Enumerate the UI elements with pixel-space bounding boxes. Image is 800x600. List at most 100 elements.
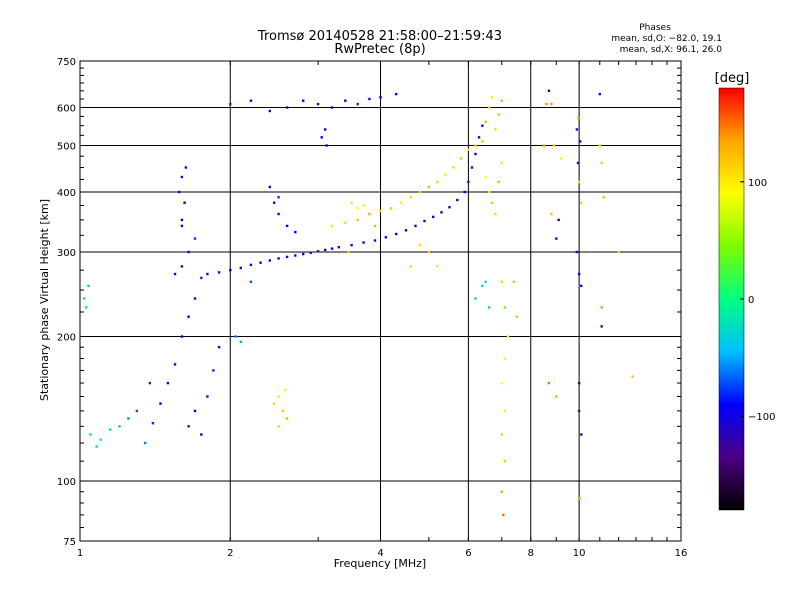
data-point-o-mode: [268, 185, 271, 189]
data-point-x-mode: [467, 148, 470, 151]
data-point-o-mode: [316, 250, 320, 253]
data-point-o-mode: [180, 265, 184, 268]
data-point-o-mode: [580, 433, 583, 436]
x-axis-label: Frequency [MHz]: [334, 557, 426, 570]
data-point-x-mode: [344, 221, 347, 225]
data-point-o-mode: [148, 381, 151, 385]
data-point-o-mode: [448, 206, 451, 209]
data-point-x-mode: [487, 190, 491, 194]
data-point-o-mode: [325, 144, 328, 147]
data-point-o-mode: [324, 248, 327, 252]
data-point-o-mode: [200, 276, 203, 280]
data-point-o-mode: [294, 230, 297, 234]
data-point-o-mode: [206, 395, 209, 398]
data-point-x-mode: [500, 490, 503, 493]
data-point-o-mode: [99, 438, 102, 441]
chart-subtitle: RwPretec (8p): [334, 42, 425, 57]
data-point-o-mode: [330, 106, 334, 109]
data-point-x-mode: [545, 102, 548, 106]
chart-title: Tromsø 20140528 21:58:00–21:59:43: [257, 29, 502, 44]
data-point-x-mode: [577, 180, 581, 184]
data-point-o-mode: [487, 306, 491, 309]
data-point-x-mode: [503, 460, 507, 463]
data-point-x-mode: [285, 417, 289, 420]
data-point-x-mode: [515, 315, 518, 318]
data-point-x-mode: [542, 144, 546, 147]
data-point-o-mode: [404, 229, 408, 232]
data-point-o-mode: [239, 340, 242, 343]
data-point-o-mode: [555, 237, 558, 240]
data-point-x-mode: [497, 180, 500, 184]
data-point-o-mode: [85, 306, 88, 309]
data-point-x-mode: [550, 212, 553, 216]
y-tick-label: 400: [57, 188, 76, 199]
x-tick-label: 10: [573, 548, 586, 559]
data-point-x-mode: [506, 335, 510, 338]
data-point-o-mode: [600, 325, 603, 328]
data-point-o-mode: [239, 266, 242, 270]
data-point-o-mode: [414, 224, 417, 228]
data-point-o-mode: [575, 250, 579, 254]
data-point-x-mode: [497, 113, 500, 116]
data-point-o-mode: [193, 297, 197, 300]
data-point-o-mode: [212, 369, 215, 372]
data-point-o-mode: [180, 224, 184, 228]
data-point-x-mode: [602, 196, 605, 199]
data-point-o-mode: [166, 381, 170, 385]
data-point-x-mode: [494, 212, 497, 216]
data-point-x-mode: [500, 433, 503, 436]
data-point-x-mode: [373, 224, 377, 228]
data-point-x-mode: [512, 280, 516, 283]
data-point-x-mode: [277, 395, 280, 398]
data-point-x-mode: [547, 381, 551, 385]
data-point-o-mode: [180, 175, 184, 179]
data-point-o-mode: [577, 409, 581, 413]
data-point-o-mode: [440, 211, 443, 214]
data-point-o-mode: [463, 190, 466, 194]
data-point-o-mode: [575, 128, 579, 131]
data-point-o-mode: [395, 92, 398, 96]
data-point-o-mode: [302, 99, 305, 102]
data-point-o-mode: [576, 161, 580, 165]
data-point-o-mode: [217, 271, 221, 274]
x-tick-label: 8: [528, 548, 534, 559]
data-point-o-mode: [285, 106, 289, 109]
data-point-o-mode: [320, 136, 323, 139]
data-point-x-mode: [503, 357, 507, 360]
data-point-x-mode: [427, 185, 431, 189]
data-point-x-mode: [436, 265, 439, 268]
data-point-x-mode: [452, 166, 455, 169]
data-point-o-mode: [173, 363, 177, 366]
y-tick-label: 200: [57, 333, 76, 344]
y-tick-label: 100: [57, 477, 76, 488]
data-point-x-mode: [281, 409, 285, 413]
data-point-o-mode: [273, 201, 276, 204]
y-tick-label: 75: [63, 537, 76, 548]
data-point-o-mode: [109, 428, 112, 431]
data-point-x-mode: [500, 280, 503, 283]
data-point-o-mode: [268, 259, 271, 262]
data-point-o-mode: [95, 445, 98, 448]
data-point-o-mode: [337, 246, 340, 249]
data-point-o-mode: [193, 409, 197, 413]
data-point-o-mode: [379, 96, 382, 99]
phase-stats-heading: Phases: [639, 23, 671, 33]
data-point-o-mode: [83, 297, 86, 300]
data-point-o-mode: [309, 251, 312, 254]
data-point-x-mode: [500, 161, 503, 165]
x-axis: 1 2 4 6 8 10 16: [77, 61, 687, 559]
data-point-x-mode: [356, 218, 359, 222]
data-point-o-mode: [87, 284, 90, 288]
data-point-o-mode: [234, 335, 237, 338]
data-point-x-mode: [484, 175, 487, 179]
data-point-o-mode: [187, 425, 190, 428]
data-point-o-mode: [547, 89, 551, 92]
phase-stats-o-mode: mean, sd,O: −82.0, 19.1: [611, 34, 722, 44]
data-point-o-mode: [285, 224, 289, 228]
data-point-x-mode: [330, 224, 334, 228]
data-point-o-mode: [368, 97, 371, 101]
data-point-o-mode: [324, 128, 327, 131]
data-point-o-mode: [579, 140, 582, 143]
x-tick-label: 4: [377, 548, 383, 559]
